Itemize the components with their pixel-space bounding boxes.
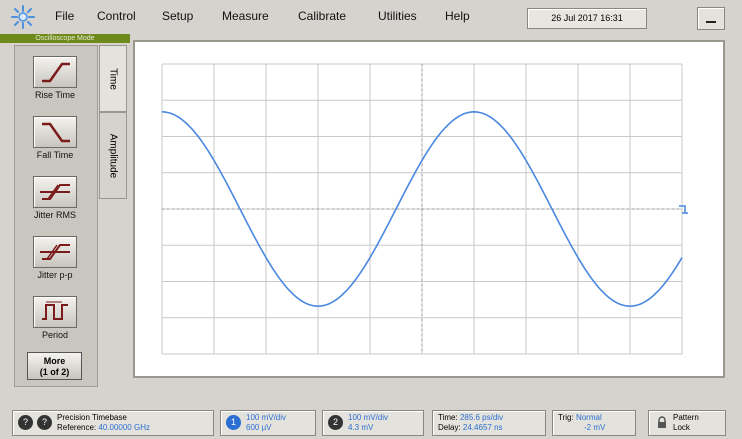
time-label: Time:	[438, 413, 458, 422]
trigger-status[interactable]: Trig: Normal -2 mV	[552, 410, 636, 436]
date-time-display: 26 Jul 2017 16:31	[527, 8, 647, 29]
pattern-label: Pattern	[673, 413, 699, 422]
waveform-graticule	[161, 63, 688, 355]
timebase-reference-label: Reference:	[57, 423, 97, 432]
measurement-toolbar: Rise Time Fall Time Jitter RMS Jitter p-…	[14, 45, 98, 387]
channel-1-trace	[161, 110, 683, 307]
menu-calibrate[interactable]: Calibrate	[298, 9, 347, 23]
jitter-pp-tool[interactable]: Jitter p-p	[24, 236, 86, 280]
menu-bar: File Control Setup Measure Calibrate Uti…	[0, 0, 742, 34]
timebase-status[interactable]: ? ? Precision Timebase Reference: 40.000…	[12, 410, 214, 436]
jitter-pp-label: Jitter p-p	[37, 270, 73, 280]
channel-2-offset: 4.3 mV	[348, 423, 374, 432]
minimize-icon	[706, 21, 716, 23]
channel-1-icon: 1	[226, 415, 241, 430]
tab-amplitude-label: Amplitude	[107, 133, 119, 178]
trigger-mode: Normal	[575, 413, 602, 422]
ground-marker-icon	[679, 205, 688, 214]
period-tool[interactable]: Period	[24, 296, 86, 340]
trigger-level: -2 mV	[584, 423, 606, 432]
channel-2-scale: 100 mV/div	[348, 413, 389, 422]
rise-time-label: Rise Time	[34, 90, 75, 100]
rise-time-tool[interactable]: Rise Time	[24, 56, 86, 100]
status-bar: ? ? Precision Timebase Reference: 40.000…	[0, 402, 742, 439]
menu-measure[interactable]: Measure	[222, 9, 269, 23]
channel-1-status[interactable]: 1 100 mV/div 600 µV	[220, 410, 316, 436]
trigger-label: Trig:	[558, 413, 574, 422]
tab-time-label: Time	[107, 67, 119, 90]
fall-time-label: Fall Time	[36, 150, 74, 160]
delay-value: 24.4657 ns	[462, 423, 503, 432]
menu-file[interactable]: File	[55, 9, 75, 23]
rise-time-icon[interactable]	[33, 56, 77, 88]
menu-utilities[interactable]: Utilities	[378, 9, 417, 23]
jitter-rms-label: Jitter RMS	[33, 210, 76, 220]
delay-label: Delay:	[438, 423, 461, 432]
timebase-title: Precision Timebase	[57, 413, 127, 422]
waveform-display[interactable]	[133, 40, 725, 378]
channel-1-offset: 600 µV	[246, 423, 272, 432]
mode-indicator: Oscilloscope Mode	[0, 34, 130, 43]
menu-help[interactable]: Help	[445, 9, 470, 23]
time-value: 285.6 ps/div	[459, 413, 504, 422]
channel-icon: ?	[37, 415, 52, 430]
more-label: More	[43, 356, 66, 366]
period-icon[interactable]	[33, 296, 77, 328]
channel-2-icon: 2	[328, 415, 343, 430]
jitter-pp-icon[interactable]	[33, 236, 77, 268]
channel-2-status[interactable]: 2 100 mV/div 4.3 mV	[322, 410, 424, 436]
time-status[interactable]: Time: 285.6 ps/div Delay: 24.4657 ns	[432, 410, 546, 436]
fall-time-tool[interactable]: Fall Time	[24, 116, 86, 160]
lock-label: Lock	[673, 423, 690, 432]
pattern-lock-status[interactable]: Pattern Lock	[648, 410, 726, 436]
tab-amplitude[interactable]: Amplitude	[99, 112, 127, 199]
fall-time-icon[interactable]	[33, 116, 77, 148]
timebase-reference-value: 40.00000 GHz	[98, 423, 150, 432]
more-page-label: (1 of 2)	[39, 367, 70, 377]
minimize-button[interactable]	[697, 7, 725, 30]
lock-icon	[657, 416, 667, 428]
more-button[interactable]: More (1 of 2)	[27, 352, 82, 380]
period-label: Period	[41, 330, 68, 340]
timebase-icon: ?	[18, 415, 33, 430]
menu-setup[interactable]: Setup	[162, 9, 194, 23]
channel-1-scale: 100 mV/div	[246, 413, 287, 422]
menu-control[interactable]: Control	[97, 9, 136, 23]
sun-logo-icon	[11, 5, 35, 29]
jitter-rms-tool[interactable]: Jitter RMS	[24, 176, 86, 220]
tab-time[interactable]: Time	[99, 45, 127, 112]
jitter-rms-icon[interactable]	[33, 176, 77, 208]
